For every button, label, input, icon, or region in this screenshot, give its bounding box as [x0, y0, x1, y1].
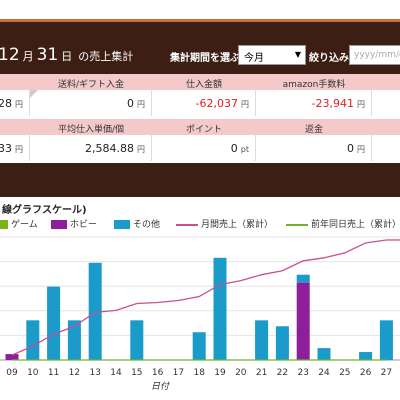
corner-fold: [30, 90, 38, 98]
filter-label: 絞り込み: [309, 53, 349, 64]
value-avg-unit-price: 2,584.88 円: [30, 135, 152, 161]
legend-swatch-prev-year: [286, 223, 308, 226]
month-value: 12: [0, 45, 20, 65]
period-select-value: 今月: [244, 53, 264, 64]
period-select[interactable]: 今月 ▼: [238, 45, 306, 65]
bar-2-21: [255, 320, 269, 360]
x-tick-label: 15: [131, 368, 142, 378]
sales-chart-panel: 線グラフスケール) ゲーム ホビー その他 月間売上（累計） 前年同日売上（累計…: [0, 197, 400, 400]
period-label: 集計期間を選ぶ: [170, 53, 240, 64]
x-tick-label: 13: [89, 368, 100, 378]
monthly-sales-line: [11, 239, 387, 356]
bar-2-10: [26, 320, 40, 360]
x-tick-label: 25: [339, 368, 350, 378]
x-tick-label: 17: [173, 368, 184, 378]
x-tick-label: 18: [193, 368, 205, 378]
day-unit: 日: [61, 50, 73, 63]
value-points: 0 pt: [152, 135, 256, 161]
bar-2-12: [67, 320, 81, 360]
x-tick-label: 12: [69, 368, 80, 378]
legend-swatch-game: [0, 220, 8, 229]
x-tick-label: 24: [318, 368, 330, 378]
header-purchase-amount: 仕入金額: [185, 80, 222, 90]
bar-2-13: [88, 262, 102, 360]
date-filter-input[interactable]: yyyy/mm/dd: [349, 45, 400, 65]
x-tick-label: 26: [360, 368, 372, 378]
summary-header-row-2: 平均仕入単価/個 ポイント 返金: [0, 119, 400, 135]
x-tick-label: 09: [6, 368, 18, 378]
title-suffix: の売上集計: [78, 50, 134, 63]
x-tick-label: 23: [297, 368, 308, 378]
header-amazon-fee: amazon手数料: [282, 80, 346, 90]
summary-header-row-1: 送料/ギフト入金 仕入金額 amazon手数料: [0, 74, 400, 90]
bar-2-22: [275, 326, 289, 360]
month-unit: 月: [22, 50, 34, 63]
x-tick-label: 10: [27, 368, 39, 378]
x-tick-label: 19: [214, 368, 226, 378]
legend-item-other[interactable]: その他: [114, 217, 160, 230]
bar-2-24: [317, 348, 331, 360]
bar-2-15: [130, 320, 144, 360]
value-purchase-amount: -62,037 円: [152, 90, 256, 116]
x-tick-label: 22: [277, 368, 288, 378]
chart-title: 線グラフスケール): [2, 205, 87, 216]
value-amazon-fee: -23,941 円: [256, 90, 372, 116]
x-tick-label: 16: [152, 368, 164, 378]
header-avg-unit-price: 平均仕入単価/個: [57, 125, 125, 135]
x-tick-label: 11: [48, 368, 59, 378]
legend-item-hobby[interactable]: ホビー: [51, 217, 97, 230]
chart-legend: ゲーム ホビー その他 月間売上（累計） 前年同日売上（累計）: [0, 217, 400, 230]
legend-swatch-monthly-sales: [176, 223, 198, 226]
x-axis-title: 日付: [151, 381, 170, 392]
bar-2-18: [192, 332, 206, 360]
bar-1-09: [5, 354, 19, 360]
x-tick-label: 14: [110, 368, 122, 378]
bar-2-23: [296, 274, 310, 283]
value-partial-1: 28 円: [0, 90, 30, 116]
value-partial-2: 33 円: [0, 135, 30, 161]
legend-item-monthly-sales[interactable]: 月間売上（累計）: [176, 217, 273, 230]
top-bar: [0, 0, 400, 22]
bar-1-23: [296, 282, 310, 360]
legend-swatch-other: [114, 220, 130, 229]
x-tick-label: 27: [381, 368, 392, 378]
x-tick-label: 20: [235, 368, 247, 378]
header-shipping-gift: 送料/ギフト入金: [57, 80, 125, 90]
day-value: 31: [36, 45, 59, 65]
bar-2-26: [359, 352, 373, 360]
chevron-down-icon: ▼: [294, 50, 301, 59]
legend-swatch-hobby: [51, 220, 67, 229]
legend-item-prev-year[interactable]: 前年同日売上（累計）: [286, 217, 400, 230]
page-title: 12 月 31 日の売上集計: [0, 45, 136, 65]
sales-chart: 09 10 11 12 13 14 15 16 17 18 19 20 21 22 23 24 25 26 27 日…: [0, 236, 400, 392]
x-tick-label: 21: [256, 368, 267, 378]
bar-2-27: [379, 320, 393, 360]
header-refund: 返金: [304, 125, 323, 135]
bar-2-19: [213, 257, 227, 360]
header-points: ポイント: [185, 125, 222, 135]
bar-2-11: [47, 286, 61, 360]
legend-item-game[interactable]: ゲーム: [0, 217, 38, 230]
